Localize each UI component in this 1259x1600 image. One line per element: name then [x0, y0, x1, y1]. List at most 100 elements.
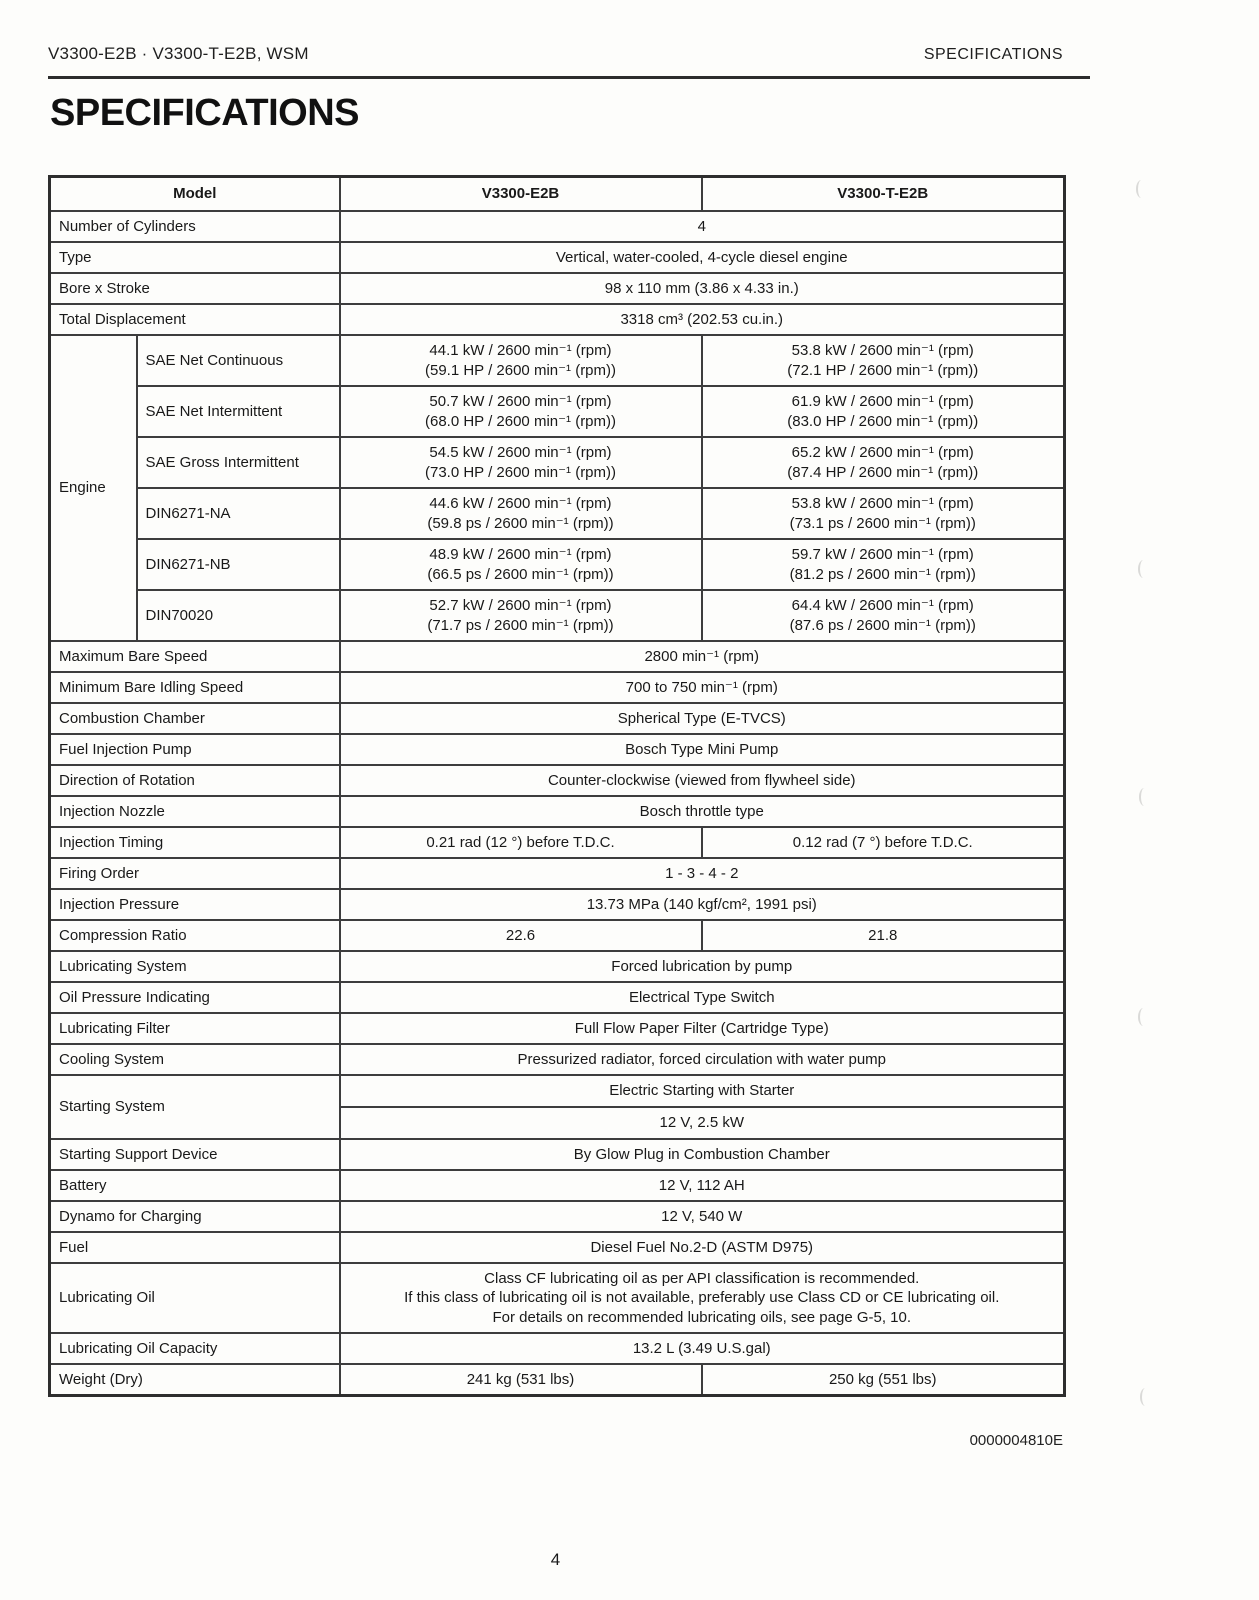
row-value: Class CF lubricating oil as per API clas… [338, 1262, 1066, 1334]
col-header-v3300-e2b: V3300-E2B [338, 175, 703, 212]
header-section-label: SPECIFICATIONS [923, 46, 1063, 63]
col-header-v3300-t-e2b: V3300-T-E2B [700, 175, 1066, 212]
subrow-value-left: 50.7 kW / 2600 min⁻¹ (rpm) (68.0 HP / 26… [338, 385, 703, 438]
row-starting-system-0: Starting System Electric Starting with St… [48, 1074, 1066, 1140]
col-header-model: Model [48, 175, 341, 212]
table-header-row: Model V3300-E2B V3300-T-E2B [48, 175, 1066, 212]
row-value: By Glow Plug in Combustion Chamber [338, 1138, 1066, 1171]
row-value: 13.73 MPa (140 kgf/cm², 1991 psi) [338, 888, 1066, 921]
row-cooling-system: Cooling System Pressurized radiator, forc… [48, 1043, 1066, 1076]
scan-artifact [1136, 180, 1145, 198]
row-label: Injection Timing [48, 826, 341, 859]
row-bore-x-stroke: Bore x Stroke 98 x 110 mm (3.86 x 4.33 in… [48, 272, 1066, 305]
row-maximum-bare-speed: Maximum Bare Speed 2800 min⁻¹ (rpm) [48, 640, 1066, 673]
row-label: Bore x Stroke [48, 272, 341, 305]
row-value: Diesel Fuel No.2-D (ASTM D975) [338, 1231, 1066, 1264]
row-engine-sae-net-continuous: Engine SAE Net Continuous 44.1 kW / 2600 m… [48, 334, 1066, 642]
row-value: 12 V, 112 AH [338, 1169, 1066, 1202]
subrow-value-left: 44.6 kW / 2600 min⁻¹ (rpm) (59.8 ps / 26… [338, 487, 703, 540]
row-direction-of-rotation: Direction of Rotation Counter-clockwise (… [48, 764, 1066, 797]
row-value: Bosch throttle type [338, 795, 1066, 828]
row-label: Injection Nozzle [48, 795, 341, 828]
row-value: Vertical, water-cooled, 4-cycle diesel e… [338, 241, 1066, 274]
row-lubricating-system: Lubricating System Forced lubrication by … [48, 950, 1066, 983]
scan-artifact [1140, 1388, 1149, 1406]
subrow-value-left: 54.5 kW / 2600 min⁻¹ (rpm) (73.0 HP / 26… [338, 436, 703, 489]
row-label: Lubricating Oil [48, 1262, 341, 1334]
row-value-left: 241 kg (531 lbs) [338, 1363, 703, 1396]
row-weight-dry: Weight (Dry) 241 kg (531 lbs) 250 kg (551 … [48, 1363, 1066, 1396]
row-value: Electrical Type Switch [338, 981, 1066, 1014]
header-rule [48, 76, 1090, 79]
row-value: Pressurized radiator, forced circulation… [338, 1043, 1066, 1076]
row-value-right: 21.8 [700, 919, 1066, 952]
row-label: Battery [48, 1169, 341, 1202]
row-label: Lubricating Filter [48, 1012, 341, 1045]
subrow-label: DIN70020 [135, 589, 341, 642]
subrow-value-right: 59.7 kW / 2600 min⁻¹ (rpm) (81.2 ps / 26… [700, 538, 1066, 591]
row-lubricating-filter: Lubricating Filter Full Flow Paper Filter… [48, 1012, 1066, 1045]
row-injection-timing: Injection Timing 0.21 rad (12 °) before T… [48, 826, 1066, 859]
row-value-left: 0.21 rad (12 °) before T.D.C. [338, 826, 703, 859]
row-engine-din6271-na: DIN6271-NA 44.6 kW / 2600 min⁻¹ (rpm) (59… [50, 487, 1066, 540]
group-label: Engine [48, 334, 138, 642]
subrow-value-right: 53.8 kW / 2600 min⁻¹ (rpm) (72.1 HP / 26… [700, 334, 1066, 387]
page-title: SPECIFICATIONS [50, 92, 360, 134]
subrow-value-left: 52.7 kW / 2600 min⁻¹ (rpm) (71.7 ps / 26… [338, 589, 703, 642]
scan-artifact [1138, 1008, 1147, 1026]
row-engine-sae-gross-intermittent: SAE Gross Intermittent 54.5 kW / 2600 min… [50, 436, 1066, 489]
row-label: Direction of Rotation [48, 764, 341, 797]
subrow-value-right: 53.8 kW / 2600 min⁻¹ (rpm) (73.1 ps / 26… [700, 487, 1066, 540]
subrow-value-right: 61.9 kW / 2600 min⁻¹ (rpm) (83.0 HP / 26… [700, 385, 1066, 438]
row-compression-ratio: Compression Ratio 22.6 21.8 [48, 919, 1066, 952]
row-minimum-bare-idling-speed: Minimum Bare Idling Speed 700 to 750 min⁻… [48, 671, 1066, 704]
row-value: Forced lubrication by pump [338, 950, 1066, 983]
row-fuel: Fuel Diesel Fuel No.2-D (ASTM D975) [48, 1231, 1066, 1264]
subrow-value-left: 44.1 kW / 2600 min⁻¹ (rpm) (59.1 HP / 26… [338, 334, 703, 387]
subrow-label: DIN6271-NB [135, 538, 341, 591]
row-type: Type Vertical, water-cooled, 4-cycle dies… [48, 241, 1066, 274]
row-label: Fuel [48, 1231, 341, 1264]
subrow-label: DIN6271-NA [135, 487, 341, 540]
row-value: 3318 cm³ (202.53 cu.in.) [338, 303, 1066, 336]
subrow-label: SAE Net Intermittent [135, 385, 341, 438]
row-label: Type [48, 241, 341, 274]
row-label: Weight (Dry) [48, 1363, 341, 1396]
row-value: Counter-clockwise (viewed from flywheel … [338, 764, 1066, 797]
row-label: Lubricating Oil Capacity [48, 1332, 341, 1365]
row-value: 2800 min⁻¹ (rpm) [338, 640, 1066, 673]
row-label: Fuel Injection Pump [48, 733, 341, 766]
row-starting-support-device: Starting Support Device By Glow Plug in C… [48, 1138, 1066, 1171]
specifications-table: Model V3300-E2B V3300-T-E2B Number of Cy… [48, 175, 1066, 1397]
row-engine-din70020: DIN70020 52.7 kW / 2600 min⁻¹ (rpm) (71.7… [50, 589, 1066, 642]
row-firing-order: Firing Order 1 - 3 - 4 - 2 [48, 857, 1066, 890]
row-value: 12 V, 2.5 kW [338, 1106, 1066, 1140]
row-label: Starting Support Device [48, 1138, 341, 1171]
subrow-label: SAE Gross Intermittent [135, 436, 341, 489]
row-value: 12 V, 540 W [338, 1200, 1066, 1233]
page-number: 4 [550, 1550, 561, 1569]
row-engine-sae-net-intermittent: SAE Net Intermittent 50.7 kW / 2600 min⁻¹… [50, 385, 1066, 438]
row-number-of-cylinders: Number of Cylinders 4 [48, 210, 1066, 243]
row-label: Cooling System [48, 1043, 341, 1076]
row-oil-pressure-indicating: Oil Pressure Indicating Electrical Type S… [48, 981, 1066, 1014]
subrow-value-right: 65.2 kW / 2600 min⁻¹ (rpm) (87.4 HP / 26… [700, 436, 1066, 489]
row-value: Bosch Type Mini Pump [338, 733, 1066, 766]
row-value: Full Flow Paper Filter (Cartridge Type) [338, 1012, 1066, 1045]
row-label: Injection Pressure [48, 888, 341, 921]
document-code: 0000004810E [969, 1432, 1063, 1449]
row-label: Starting System [48, 1074, 341, 1140]
row-engine-din6271-nb: DIN6271-NB 48.9 kW / 2600 min⁻¹ (rpm) (66… [50, 538, 1066, 591]
row-lubricating-oil: Lubricating Oil Class CF lubricating oil … [48, 1262, 1066, 1334]
header-model-codes: V3300-E2B · V3300-T-E2B, WSM [48, 44, 309, 63]
row-value: 700 to 750 min⁻¹ (rpm) [338, 671, 1066, 704]
row-value: 98 x 110 mm (3.86 x 4.33 in.) [338, 272, 1066, 305]
row-battery: Battery 12 V, 112 AH [48, 1169, 1066, 1202]
subrow-value-left: 48.9 kW / 2600 min⁻¹ (rpm) (66.5 ps / 26… [338, 538, 703, 591]
scan-artifact [1138, 560, 1147, 578]
row-label: Compression Ratio [48, 919, 341, 952]
row-dynamo-for-charging: Dynamo for Charging 12 V, 540 W [48, 1200, 1066, 1233]
row-fuel-injection-pump: Fuel Injection Pump Bosch Type Mini Pump [48, 733, 1066, 766]
row-value-right: 0.12 rad (7 °) before T.D.C. [700, 826, 1066, 859]
